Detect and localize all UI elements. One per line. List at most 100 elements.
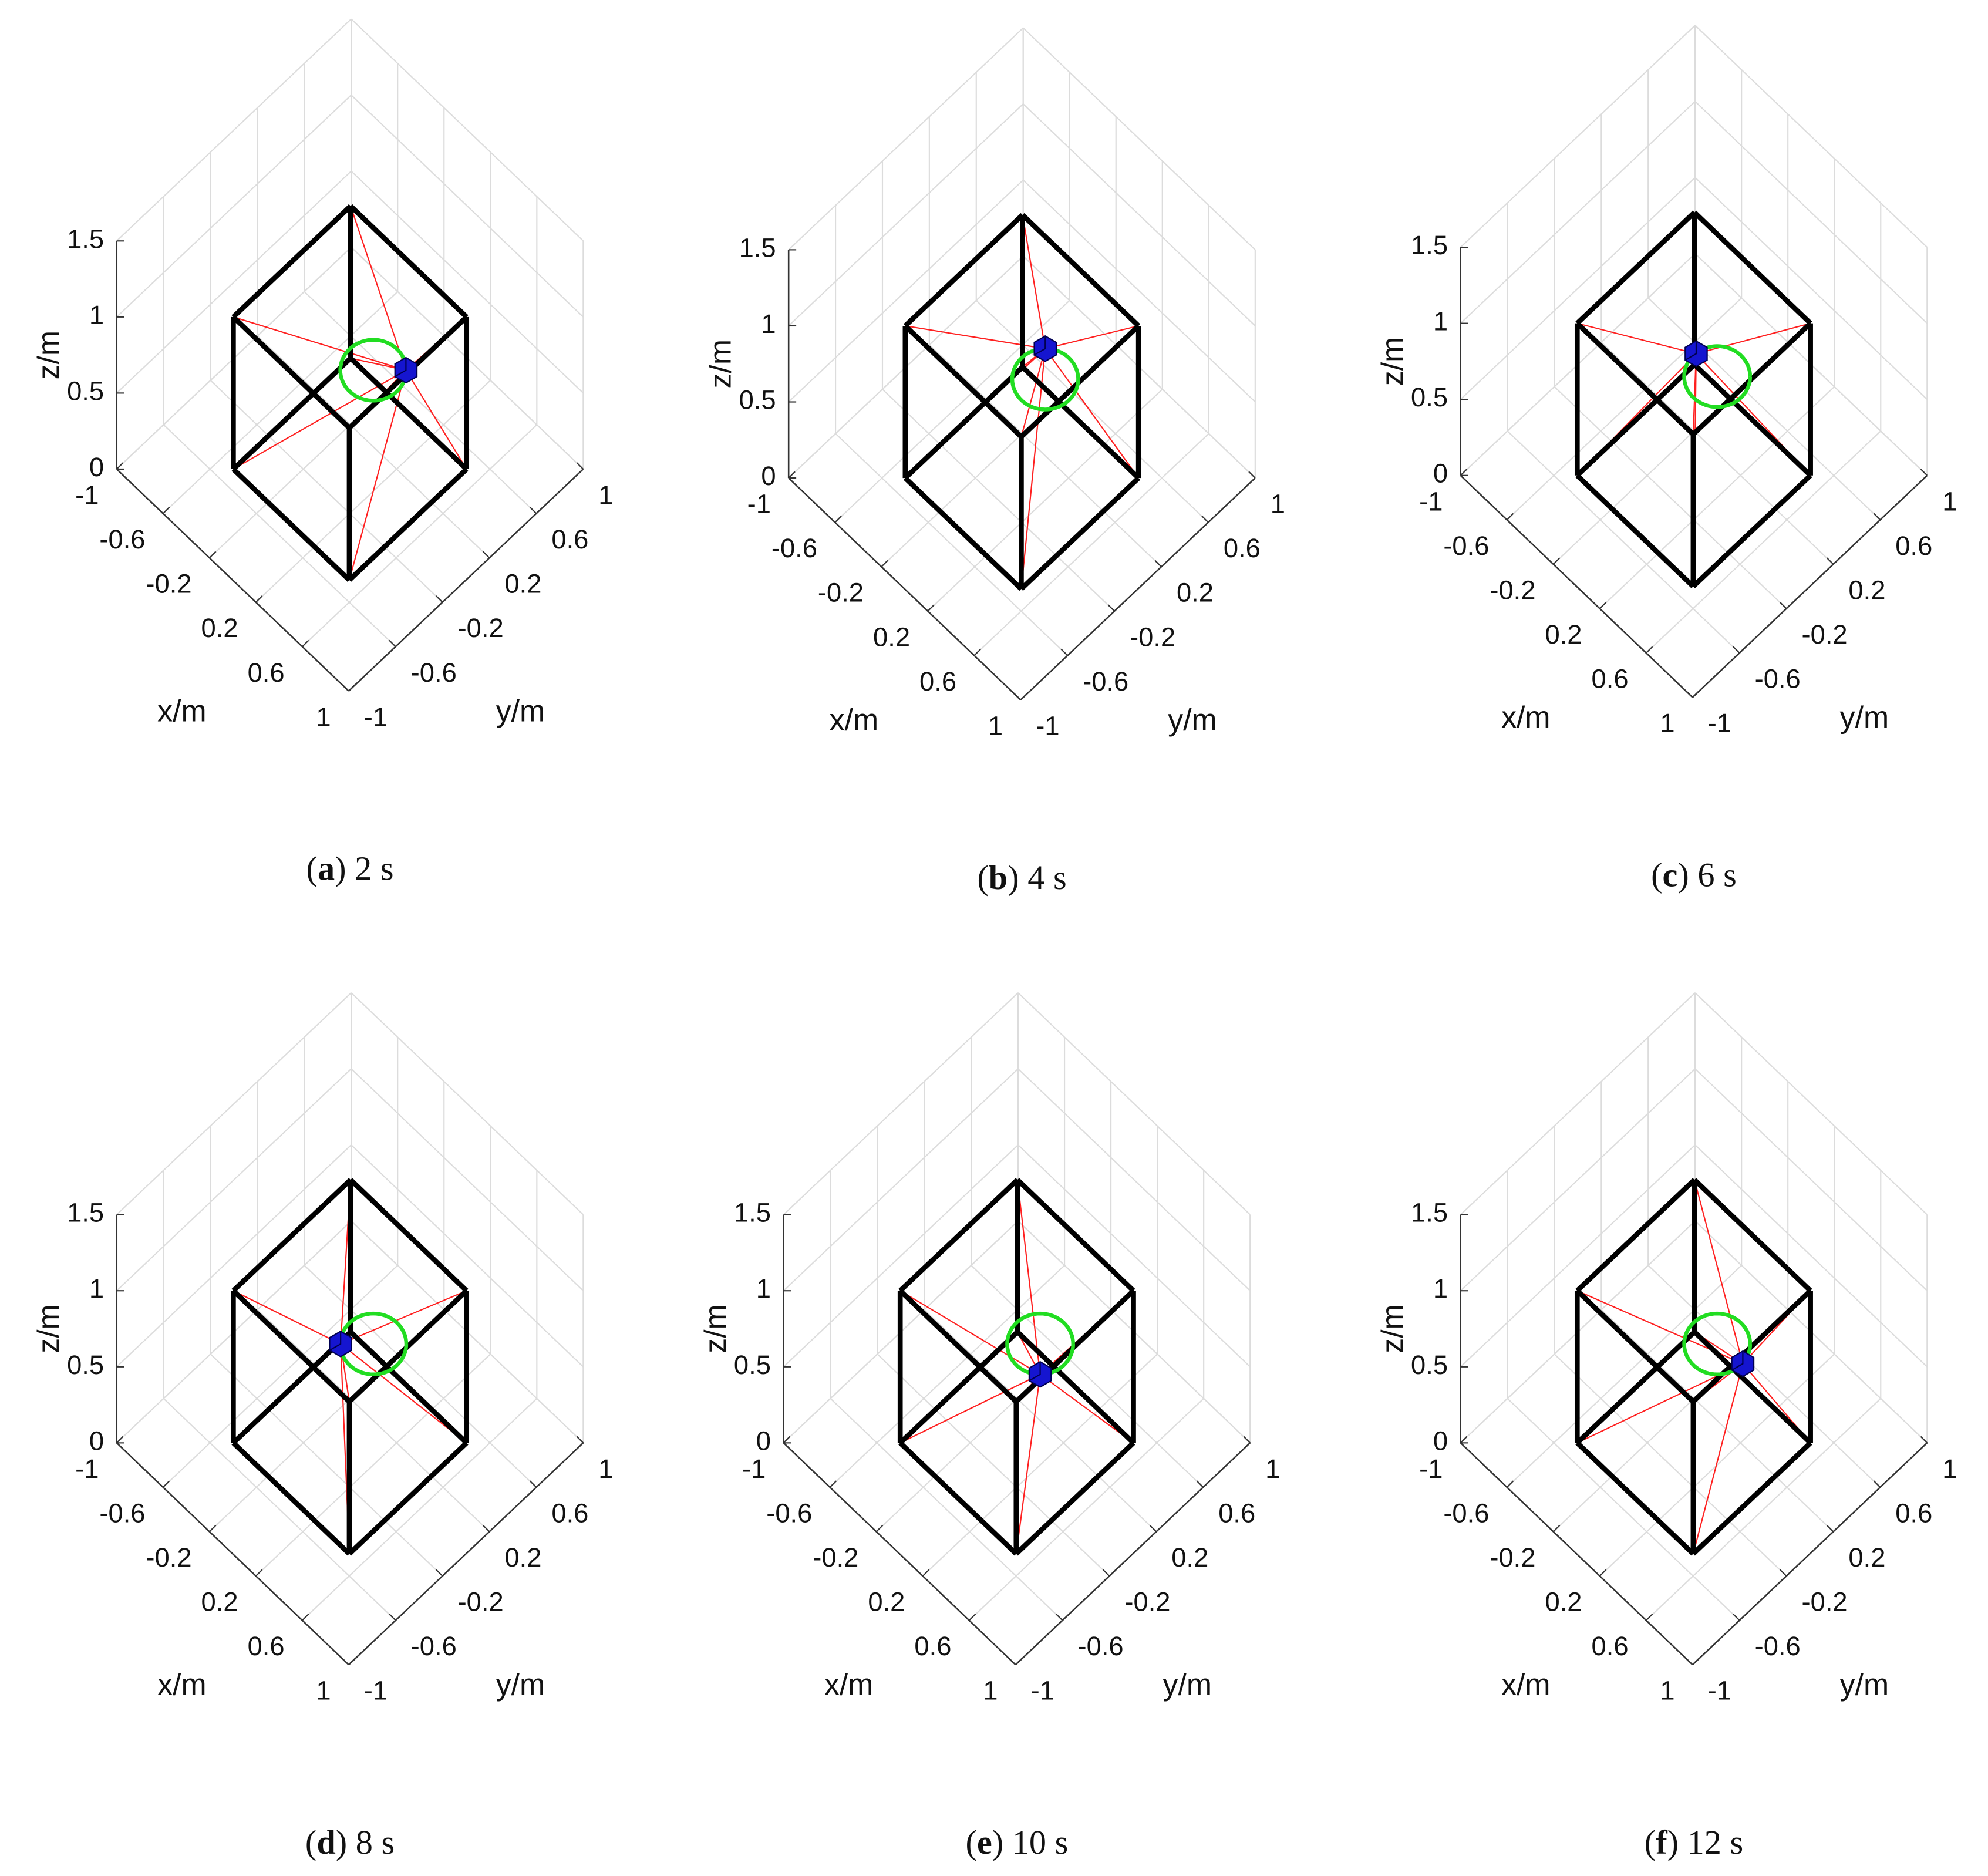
frame-edge xyxy=(903,476,1023,591)
tick-mark xyxy=(483,551,490,558)
frame-edge xyxy=(898,1178,1019,1293)
grid-line xyxy=(1647,1265,1881,1488)
frame-edge xyxy=(349,356,469,471)
grid-line xyxy=(1506,297,1742,521)
x-tick-label: 0.6 xyxy=(1592,1631,1629,1661)
y-tick-label: 0.6 xyxy=(1895,531,1932,561)
grid-line xyxy=(1460,100,1696,324)
tick-mark xyxy=(1873,513,1881,521)
frame-edge xyxy=(1019,476,1141,591)
x-axis xyxy=(116,1442,349,1666)
y-tick-label: -1 xyxy=(1031,1676,1054,1706)
grid-line xyxy=(1506,1265,1742,1488)
y-tick-label: 0.6 xyxy=(551,524,588,554)
frame-edge xyxy=(903,365,1025,480)
tick-mark xyxy=(1599,1569,1607,1577)
tick-mark xyxy=(1686,691,1693,698)
panel: 00.511.5-1-0.6-0.20.20.61 -1-0.6-0.20.20.… xyxy=(1375,25,1957,894)
cable xyxy=(340,1290,467,1345)
y-tick-label: -0.6 xyxy=(1078,1631,1124,1661)
caption: (b) 4 s xyxy=(977,858,1066,897)
tick-mark xyxy=(1060,648,1069,656)
z-tick-label: 1.5 xyxy=(1411,1198,1448,1228)
grid-line xyxy=(1647,297,1881,521)
grid-line xyxy=(783,1068,1019,1292)
caption-part: ( xyxy=(1651,856,1662,894)
x-tick-label: 0.2 xyxy=(1545,1587,1582,1617)
y-tick-label: 1 xyxy=(1942,486,1957,516)
y-tick-label: -0.6 xyxy=(411,658,457,688)
caption-part: a xyxy=(318,850,335,888)
grid-line xyxy=(1022,103,1256,326)
tick-mark xyxy=(927,604,935,612)
tick-mark xyxy=(1646,646,1653,654)
y-tick-label: 0.6 xyxy=(1218,1498,1255,1528)
grid-line xyxy=(1460,1144,1696,1368)
grid-line xyxy=(976,299,1209,523)
end-effector-edge xyxy=(1684,341,1697,361)
frame-edge xyxy=(347,467,469,582)
tick-mark xyxy=(922,1569,930,1577)
grid-line xyxy=(304,1265,537,1488)
x-tick-label: -0.6 xyxy=(771,533,817,563)
grid-line xyxy=(783,1144,1019,1368)
y-tick-label: 0.6 xyxy=(551,1498,588,1528)
grid-line xyxy=(116,170,352,394)
frame-edge xyxy=(1575,1330,1697,1445)
caption-part: d xyxy=(316,1823,335,1861)
grid-line xyxy=(116,1144,352,1368)
grid-line xyxy=(1600,1309,1834,1533)
z-tick-label: 0.5 xyxy=(67,376,104,406)
z-axis-label: z/m xyxy=(698,1304,732,1353)
x-tick-label: 0.2 xyxy=(868,1587,905,1617)
tick-mark xyxy=(162,506,170,514)
y-tick-label: -0.6 xyxy=(1083,666,1128,696)
tick-mark xyxy=(529,506,537,514)
frame-edge xyxy=(1015,1330,1135,1445)
frame-edge xyxy=(903,213,1025,328)
x-tick-label: -0.2 xyxy=(1490,575,1535,605)
grid-line xyxy=(1600,342,1834,565)
x-tick-label: 1 xyxy=(316,1676,331,1706)
cable xyxy=(1020,348,1046,590)
z-tick-label: 0 xyxy=(756,1426,771,1456)
frame-edge xyxy=(1575,210,1697,325)
tick-mark xyxy=(1506,513,1514,521)
grid-line xyxy=(788,103,1024,326)
tick-mark xyxy=(1692,1658,1700,1666)
tick-mark xyxy=(162,1480,170,1488)
x-tick-label: -0.2 xyxy=(146,569,191,599)
frame-edge xyxy=(898,1289,1018,1404)
x-tick-label: 0.6 xyxy=(919,666,956,696)
z-axis-label: z/m xyxy=(1375,1304,1409,1353)
trajectory xyxy=(1005,1311,1076,1376)
x-tick-label: -1 xyxy=(1419,1454,1443,1484)
x-tick-label: -0.6 xyxy=(99,524,145,554)
tick-mark xyxy=(1107,604,1115,612)
y-tick-label: -1 xyxy=(364,1676,388,1706)
caption-part: ( xyxy=(1645,1823,1656,1861)
grid-line xyxy=(1694,100,1928,324)
caption-part: ) 4 s xyxy=(1008,858,1066,897)
frame-edge xyxy=(349,204,469,319)
grid-line xyxy=(116,95,352,318)
cable xyxy=(899,1373,1041,1444)
y-tick-label: -0.6 xyxy=(1755,664,1801,694)
grid-line xyxy=(830,1398,1063,1621)
x-tick-label: 0.2 xyxy=(1545,619,1582,649)
trajectory xyxy=(1010,346,1080,412)
tick-mark xyxy=(1506,1480,1514,1488)
x-tick-label: 1 xyxy=(988,710,1003,740)
frame-edge xyxy=(231,315,351,430)
tick-mark xyxy=(1686,1658,1693,1666)
tick-mark xyxy=(1920,469,1928,476)
grid-line xyxy=(351,95,584,318)
y-axis xyxy=(1015,1442,1251,1666)
y-tick-label: 0.6 xyxy=(1895,1498,1932,1528)
tick-mark xyxy=(783,1436,791,1444)
grid-line xyxy=(163,424,396,648)
tick-mark xyxy=(209,551,217,558)
y-tick-label: 0.2 xyxy=(1177,578,1214,608)
frame-edge xyxy=(347,1441,469,1556)
panel: 00.511.5-1-0.6-0.20.20.61 -1-0.6-0.20.20.… xyxy=(31,992,613,1861)
